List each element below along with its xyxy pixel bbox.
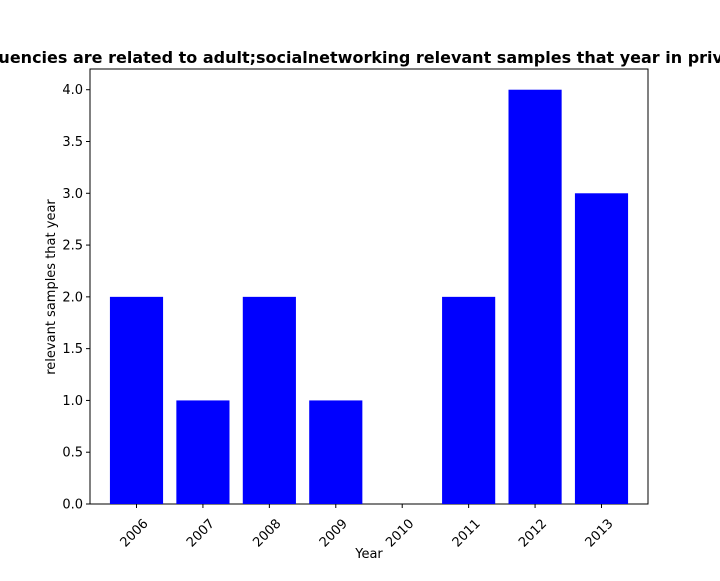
plot-area-frame bbox=[89, 68, 649, 505]
bar-2008 bbox=[242, 296, 296, 504]
x-tick-label-2011: 2011 bbox=[450, 516, 484, 550]
y-axis: 0.0 0.5 1.0 1.5 2.0 2.5 3.0 3.5 4.0 bbox=[62, 83, 90, 513]
chart-title: Frequencies are related to adult;socialn… bbox=[0, 48, 720, 67]
x-axis: 2006 2007 2008 2009 2010 2011 2012 2013 bbox=[118, 504, 617, 550]
y-tick-label: 0.0 bbox=[62, 498, 83, 513]
x-tick-label-2006: 2006 bbox=[118, 516, 152, 550]
y-tick-label: 4.0 bbox=[62, 83, 83, 98]
y-axis-label: relevant samples that year bbox=[44, 199, 59, 375]
x-tick-label-2013: 2013 bbox=[583, 516, 617, 550]
x-tick-label-2010: 2010 bbox=[383, 516, 417, 550]
y-tick-label: 0.5 bbox=[62, 446, 83, 461]
y-tick-label: 1.0 bbox=[62, 394, 83, 409]
y-tick-label: 2.0 bbox=[62, 290, 83, 305]
bar-2013 bbox=[574, 193, 629, 505]
x-axis-label: Year bbox=[354, 547, 383, 562]
y-tick-label: 3.5 bbox=[62, 135, 83, 150]
bars-group bbox=[109, 89, 629, 505]
y-tick-label: 1.5 bbox=[62, 342, 83, 357]
bar-2007 bbox=[176, 400, 230, 504]
x-tick-label-2012: 2012 bbox=[516, 516, 550, 550]
x-tick-label-2009: 2009 bbox=[317, 516, 351, 550]
bar-2012 bbox=[508, 89, 562, 504]
bar-2006 bbox=[109, 296, 164, 504]
y-tick-label: 3.0 bbox=[62, 187, 83, 202]
x-tick-label-2007: 2007 bbox=[184, 516, 218, 550]
bar-2009 bbox=[309, 400, 363, 504]
bar-2011 bbox=[442, 296, 496, 504]
x-tick-label-2008: 2008 bbox=[250, 516, 284, 550]
y-tick-label: 2.5 bbox=[62, 239, 83, 254]
